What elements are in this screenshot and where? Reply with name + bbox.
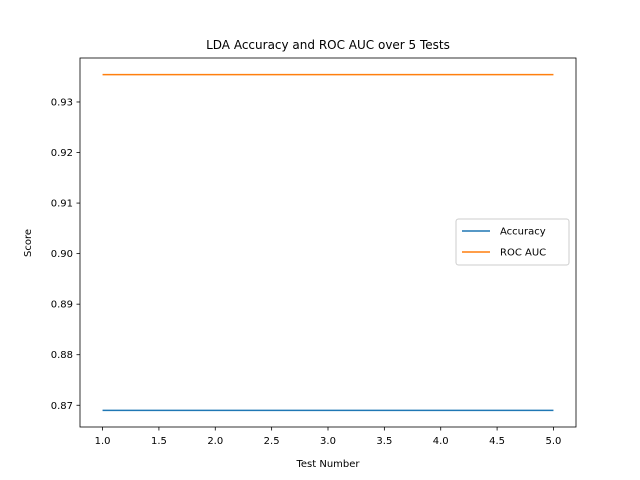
- y-tick-label: 0.90: [51, 249, 73, 260]
- legend: Accuracy ROC AUC: [455, 218, 570, 266]
- x-tick-label: 3.5: [376, 436, 392, 447]
- y-tick-label: 0.89: [51, 300, 73, 311]
- x-tick-label: 1.0: [95, 436, 111, 447]
- y-tick-label: 0.87: [51, 401, 73, 412]
- chart-title: LDA Accuracy and ROC AUC over 5 Tests: [206, 38, 450, 52]
- plot-area: 1.0 1.5 2.0 2.5 3.0 3.5 4.0 4.5 5.0 0.87 0.88 0.89 0…: [51, 57, 577, 447]
- x-tick-label: 2.0: [207, 436, 223, 447]
- x-tick-label: 4.5: [489, 436, 505, 447]
- x-tick-label: 2.5: [264, 436, 280, 447]
- x-axis-title: Test Number: [295, 459, 360, 470]
- y-tick-label: 0.93: [51, 97, 73, 108]
- x-tick-label: 3.0: [320, 436, 336, 447]
- legend-label-accuracy: Accuracy: [500, 227, 546, 238]
- x-tick-label: 4.0: [433, 436, 449, 447]
- y-tick-label: 0.92: [51, 148, 73, 159]
- y-axis-title: Score: [23, 229, 34, 257]
- y-tick-label: 0.91: [51, 199, 73, 210]
- y-tick-label: 0.88: [51, 350, 73, 361]
- legend-label-roc-auc: ROC AUC: [500, 248, 546, 259]
- x-tick-label: 1.5: [151, 436, 167, 447]
- x-tick-label: 5.0: [546, 436, 562, 447]
